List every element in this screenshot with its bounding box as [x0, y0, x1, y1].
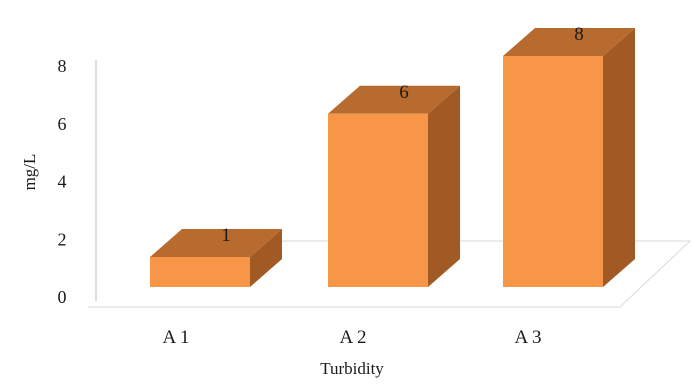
- bar-front-face: [503, 56, 603, 287]
- x-tick-label: A 3: [515, 327, 542, 348]
- x-axis-title: Turbidity: [320, 359, 384, 378]
- bar-top-face: [503, 28, 635, 56]
- x-tick-label: A 1: [163, 327, 190, 348]
- bar-2: 6: [328, 82, 460, 287]
- bar-front-face: [150, 257, 250, 287]
- bar-top-face: [328, 85, 460, 114]
- y-tick-label: 2: [58, 229, 67, 249]
- data-label: 1: [221, 225, 231, 246]
- y-tick-label: 8: [58, 56, 67, 76]
- y-tick-labels: 0 2 4 6 8: [58, 56, 67, 307]
- data-label: 6: [399, 82, 409, 103]
- x-tick-labels: A 1 A 2 A 3: [163, 327, 542, 348]
- y-axis-title: mg/L: [20, 154, 39, 191]
- bar-front-face: [328, 113, 428, 287]
- y-tick-label: 6: [58, 114, 67, 134]
- x-tick-label: A 2: [340, 327, 367, 348]
- bar-side-face: [250, 229, 282, 287]
- bars: 1 6 8: [150, 24, 635, 287]
- bar-side-face: [603, 28, 635, 287]
- y-tick-label: 4: [58, 172, 67, 192]
- bar-side-face: [428, 85, 460, 287]
- bar-3: 8: [503, 24, 635, 287]
- bar-top-face: [150, 229, 282, 257]
- data-label: 8: [574, 24, 584, 45]
- bar-1: 1: [150, 225, 282, 287]
- y-tick-label: 0: [58, 287, 67, 307]
